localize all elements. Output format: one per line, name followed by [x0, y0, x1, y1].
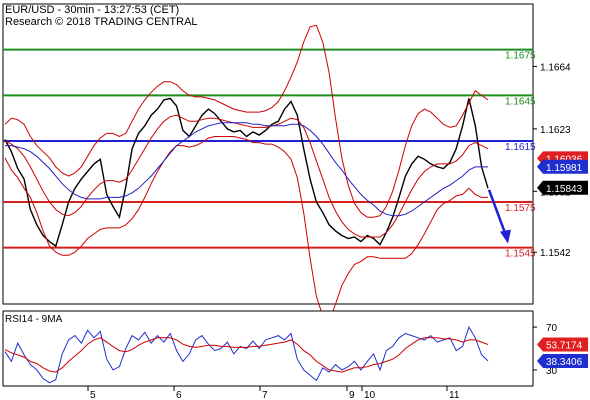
series-moving-average [5, 122, 488, 217]
x-tick-label: 5 [90, 390, 96, 400]
series-9ma [4, 337, 489, 373]
price-tag-box [537, 159, 588, 174]
x-tick-label: 6 [176, 390, 182, 400]
forecast-arrow [487, 189, 511, 244]
indicator-y-tick-label: 70 [546, 323, 558, 334]
level-label: 1.1575 [505, 203, 536, 214]
price-series [4, 24, 489, 324]
x-tick-label: 7 [262, 390, 268, 400]
indicator-y-ticks: 70 30 [533, 323, 558, 377]
level-label: 1.1645 [505, 96, 536, 107]
header-line-1: EUR/USD - 30min - 13:27:53 (CET) [5, 4, 179, 16]
indicator-tag-box [537, 353, 588, 368]
price-tag-label: 1.15981 [546, 163, 583, 174]
series-middle-band [4, 114, 489, 238]
y-tick-label: 1.1623 [540, 125, 571, 136]
price-tag-label: 1.15843 [546, 184, 583, 195]
y-tick-label: 1.1664 [540, 62, 571, 73]
indicator-plot-area [2, 310, 534, 387]
series-close [4, 97, 489, 248]
indicator-tag-box [537, 337, 588, 352]
indicator-title: RSI14 - 9MA [5, 314, 63, 325]
forecast-arrow-head [500, 229, 511, 244]
x-tick-label: 9 [349, 390, 355, 400]
indicator-y-tick-label: 30 [546, 366, 558, 377]
price-panel: 1.1675 1.1645 1.1615 1.1575 1.1545 1.1664 1.1… [2, 3, 588, 324]
series-lower-band [4, 136, 488, 324]
y-tick-label: 1.1542 [540, 248, 571, 259]
indicator-tag-label: 38.3406 [546, 357, 583, 368]
x-axis: 5 6 7 9 10 11 [87, 386, 460, 400]
series-rsi14 [4, 325, 489, 384]
level-label: 1.1545 [505, 249, 536, 260]
header-line-2: Research © 2018 TRADING CENTRAL [5, 16, 198, 28]
horizontal-levels: 1.1675 1.1645 1.1615 1.1575 1.1545 [3, 48, 536, 260]
indicator-panel: 70 30 53.7174 38.3406 RSI14 - 9MA [2, 310, 588, 387]
price-tag-box [537, 180, 588, 195]
price-plot-area [2, 3, 534, 305]
series-upper-band [4, 24, 489, 218]
x-tick-label: 11 [449, 390, 460, 400]
x-tick-label: 10 [364, 390, 376, 400]
level-label: 1.1615 [505, 142, 536, 153]
indicator-tag-label: 53.7174 [546, 341, 583, 352]
indicator-series [4, 325, 489, 384]
forecast-arrow-shaft [487, 189, 508, 236]
level-label: 1.1675 [505, 51, 536, 62]
indicator-tags: 53.7174 38.3406 [537, 337, 588, 368]
